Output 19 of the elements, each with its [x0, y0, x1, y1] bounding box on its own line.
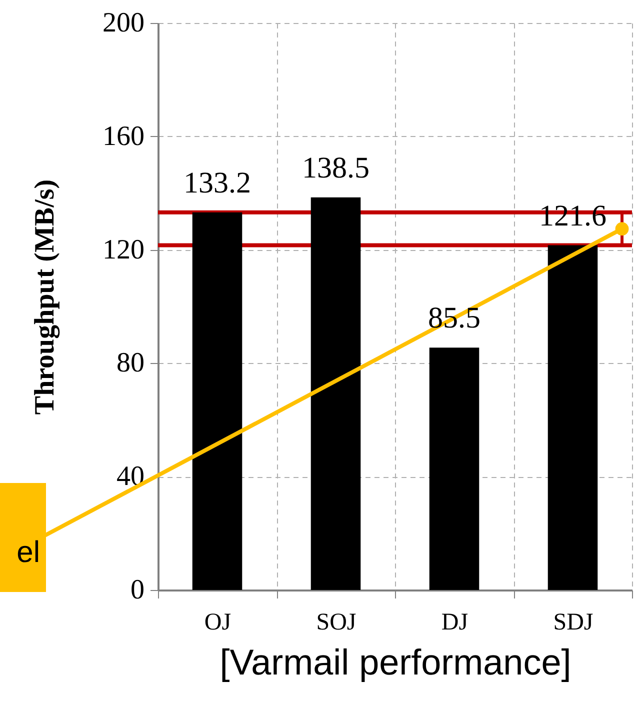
- text: el: [16, 536, 40, 569]
- x-tick-label: DJ: [441, 610, 468, 636]
- y-axis-title: Throughput (MB/s): [30, 179, 60, 415]
- y-tick-label: 160: [102, 120, 144, 152]
- x-tick-label: SOJ: [316, 610, 356, 636]
- y-tick-label: 80: [116, 348, 144, 379]
- y-tick-label: 0: [130, 574, 144, 606]
- x-axis-title: [Varmail performance]: [220, 642, 572, 682]
- x-tick-label: OJ: [204, 610, 232, 636]
- bar: [192, 212, 242, 590]
- bar: [548, 245, 598, 590]
- y-tick-label: 40: [116, 461, 144, 492]
- data-label: 133.2: [184, 166, 251, 200]
- y-tick-label: 200: [102, 8, 144, 38]
- bar: [310, 197, 361, 590]
- data-label: 138.5: [302, 151, 370, 184]
- y-tick-label: 120: [102, 234, 144, 266]
- x-tick-label: SDJ: [553, 610, 594, 636]
- bar: [429, 348, 480, 590]
